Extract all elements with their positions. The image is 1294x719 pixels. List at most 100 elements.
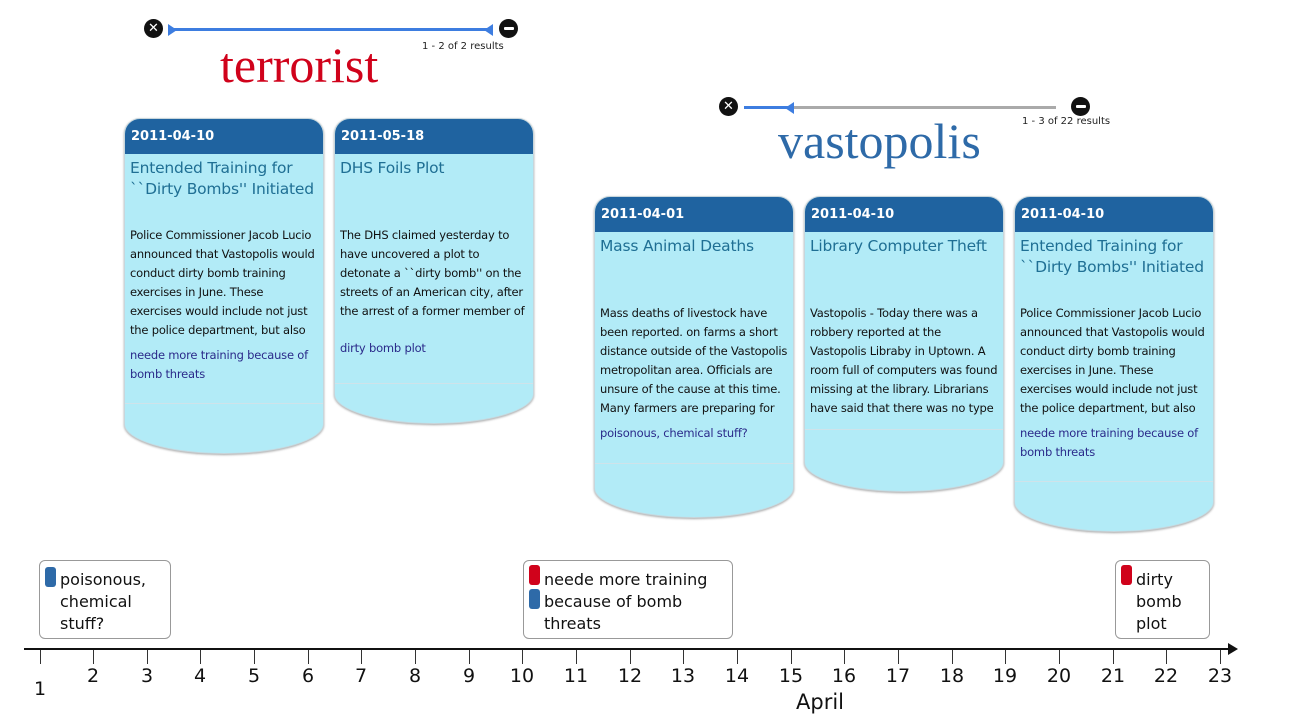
card-date: 2011-05-18 [335,119,533,154]
axis-tick-label: 18 [939,665,965,687]
query-title: terrorist [220,37,379,93]
month-label: April [796,690,844,714]
axis-tick [952,650,953,664]
range-slider-track[interactable] [744,106,788,109]
card-date: 2011-04-01 [595,197,793,232]
range-slider-track[interactable] [170,28,492,31]
annotation-text: dirty bomb plot [1136,570,1182,633]
result-count: 1 - 3 of 22 results [1022,116,1111,127]
axis-tick [308,650,309,664]
axis-line [24,648,1232,650]
axis-tick-label: 2 [86,665,100,687]
slider-handle-right[interactable] [484,24,493,36]
axis-tick [1005,650,1006,664]
news-card[interactable]: 2011-04-10 Entended Training for ``Dirty… [124,118,324,454]
range-slider-track-inactive[interactable] [788,106,1056,109]
vastopolis-marker [529,589,540,609]
terrorist-marker [1121,565,1132,585]
axis-tick [683,650,684,664]
axis-tick [254,650,255,664]
axis-tick [1166,650,1167,664]
axis-tick-label: 9 [462,665,476,687]
card-divider [805,429,1003,430]
result-count: 1 - 2 of 2 results [422,41,504,52]
axis-tick-label: 7 [354,665,368,687]
card-title[interactable]: Library Computer Theft [810,237,987,255]
card-body: Vastopolis - Today there was a robbery r… [810,306,998,415]
axis-tick-label: 16 [831,665,857,687]
axis-tick-label: 21 [1100,665,1126,687]
news-card[interactable]: 2011-05-18 DHS Foils Plot The DHS claime… [334,118,534,424]
axis-tick-label: 5 [247,665,261,687]
axis-tick [40,650,41,664]
axis-tick-label: 6 [301,665,315,687]
card-title[interactable]: Entended Training for ``Dirty Bombs'' In… [1020,237,1204,276]
card-note[interactable]: poisonous, chemical stuff? [600,426,748,440]
axis-tick-label: 10 [509,665,535,687]
axis-tick [93,650,94,664]
card-divider [1015,481,1213,482]
timeline-annotation[interactable]: dirty bomb plot [1115,560,1210,639]
axis-tick-label: 14 [724,665,750,687]
axis-tick-label: 4 [193,665,207,687]
axis-tick [415,650,416,664]
axis-tick [1059,650,1060,664]
card-divider [595,463,793,464]
axis-tick [791,650,792,664]
axis-tick-label: 8 [408,665,422,687]
slider-handle-right[interactable] [785,102,794,114]
axis-tick [1220,650,1221,664]
card-note[interactable]: neede more training because of bomb thre… [1020,426,1198,459]
axis-tick-label: 20 [1046,665,1072,687]
slider-handle-left[interactable] [168,24,177,36]
axis-tick [576,650,577,664]
terrorist-marker [529,565,540,585]
query-title: vastopolis [778,113,981,169]
axis-tick-label: 11 [563,665,589,687]
axis-tick [361,650,362,664]
timeline-annotation[interactable]: poisonous, chemical stuff? [39,560,171,639]
axis-tick-label: 1 [33,678,47,700]
axis-tick [630,650,631,664]
card-note[interactable]: dirty bomb plot [340,341,426,355]
axis-tick-label: 3 [140,665,154,687]
axis-tick [898,650,899,664]
axis-tick [469,650,470,664]
axis-tick-label: 22 [1153,665,1179,687]
news-card[interactable]: 2011-04-10 Library Computer Theft Vastop… [804,196,1004,492]
news-card[interactable]: 2011-04-01 Mass Animal Deaths Mass death… [594,196,794,518]
vastopolis-marker [45,567,56,587]
close-circle-icon[interactable]: ✕ [144,19,163,38]
card-title[interactable]: DHS Foils Plot [340,159,445,177]
axis-tick [844,650,845,664]
card-body: Police Commissioner Jacob Lucio announce… [1020,306,1205,415]
axis-tick [522,650,523,664]
axis-tick-label: 15 [778,665,804,687]
card-date: 2011-04-10 [805,197,1003,232]
axis-tick [200,650,201,664]
news-card[interactable]: 2011-04-10 Entended Training for ``Dirty… [1014,196,1214,532]
card-date: 2011-04-10 [1015,197,1213,232]
card-body: Police Commissioner Jacob Lucio announce… [130,228,315,337]
card-title[interactable]: Entended Training for ``Dirty Bombs'' In… [130,159,314,198]
minus-circle-icon[interactable] [1071,97,1090,116]
card-title[interactable]: Mass Animal Deaths [600,237,754,255]
axis-tick-label: 13 [670,665,696,687]
axis-tick-label: 19 [992,665,1018,687]
minus-circle-icon[interactable] [499,19,518,38]
axis-tick-label: 23 [1207,665,1233,687]
axis-tick-label: 12 [617,665,643,687]
axis-tick [147,650,148,664]
close-circle-icon[interactable]: ✕ [719,97,738,116]
timeline-annotation[interactable]: neede more training because of bomb thre… [523,560,733,639]
axis-tick [1113,650,1114,664]
axis-tick-label: 17 [885,665,911,687]
axis-tick [737,650,738,664]
card-note[interactable]: neede more training because of bomb thre… [130,348,308,381]
card-divider [125,403,323,404]
annotation-text: neede more training because of bomb thre… [544,570,708,633]
card-body: The DHS claimed yesterday to have uncove… [340,228,525,318]
card-date: 2011-04-10 [125,119,323,154]
axis-arrow-icon [1228,643,1238,655]
card-divider [335,383,533,384]
